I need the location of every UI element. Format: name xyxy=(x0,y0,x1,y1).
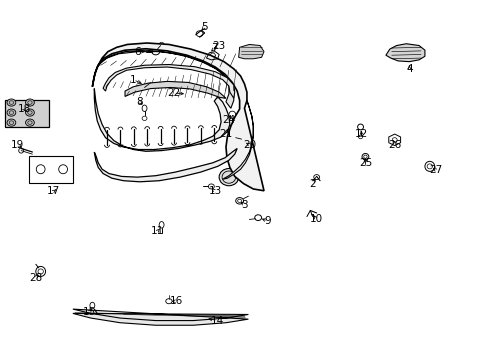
Text: 5: 5 xyxy=(201,22,207,32)
Ellipse shape xyxy=(219,168,238,186)
Text: 22: 22 xyxy=(167,88,180,98)
Text: 4: 4 xyxy=(405,64,412,74)
Text: 12: 12 xyxy=(354,129,367,139)
Text: 6: 6 xyxy=(134,46,140,57)
Text: 7: 7 xyxy=(210,43,217,53)
Text: 23: 23 xyxy=(212,41,225,50)
Text: 25: 25 xyxy=(358,158,371,168)
Polygon shape xyxy=(94,89,229,151)
Polygon shape xyxy=(92,43,264,191)
Polygon shape xyxy=(94,148,237,182)
Text: 13: 13 xyxy=(208,186,222,197)
Bar xyxy=(4,100,49,127)
Text: 19: 19 xyxy=(11,140,24,150)
Text: 2: 2 xyxy=(309,179,315,189)
Polygon shape xyxy=(98,50,233,108)
Ellipse shape xyxy=(152,48,159,55)
Text: 17: 17 xyxy=(47,186,60,197)
Polygon shape xyxy=(385,44,424,62)
Text: 24: 24 xyxy=(222,115,235,125)
Polygon shape xyxy=(238,44,264,59)
Text: 18: 18 xyxy=(18,104,31,114)
Text: 28: 28 xyxy=(29,273,42,283)
Text: 10: 10 xyxy=(309,215,323,224)
Text: 15: 15 xyxy=(82,307,96,317)
Ellipse shape xyxy=(25,99,34,106)
Text: 26: 26 xyxy=(387,140,401,150)
Polygon shape xyxy=(73,309,248,325)
Text: 16: 16 xyxy=(169,296,183,306)
Text: 20: 20 xyxy=(243,140,255,150)
Ellipse shape xyxy=(7,99,16,106)
Text: 9: 9 xyxy=(264,216,271,226)
Ellipse shape xyxy=(254,215,261,221)
Ellipse shape xyxy=(25,119,34,126)
Ellipse shape xyxy=(25,109,34,116)
Text: 27: 27 xyxy=(428,165,441,175)
Text: 8: 8 xyxy=(136,97,142,107)
Text: 14: 14 xyxy=(211,316,224,325)
Polygon shape xyxy=(125,81,225,98)
Text: 3: 3 xyxy=(241,200,247,210)
Text: 21: 21 xyxy=(219,129,232,139)
Text: 11: 11 xyxy=(151,226,164,236)
Text: 1: 1 xyxy=(130,75,136,85)
Polygon shape xyxy=(103,64,234,98)
Ellipse shape xyxy=(7,119,16,126)
Ellipse shape xyxy=(7,109,16,116)
Polygon shape xyxy=(222,100,253,179)
